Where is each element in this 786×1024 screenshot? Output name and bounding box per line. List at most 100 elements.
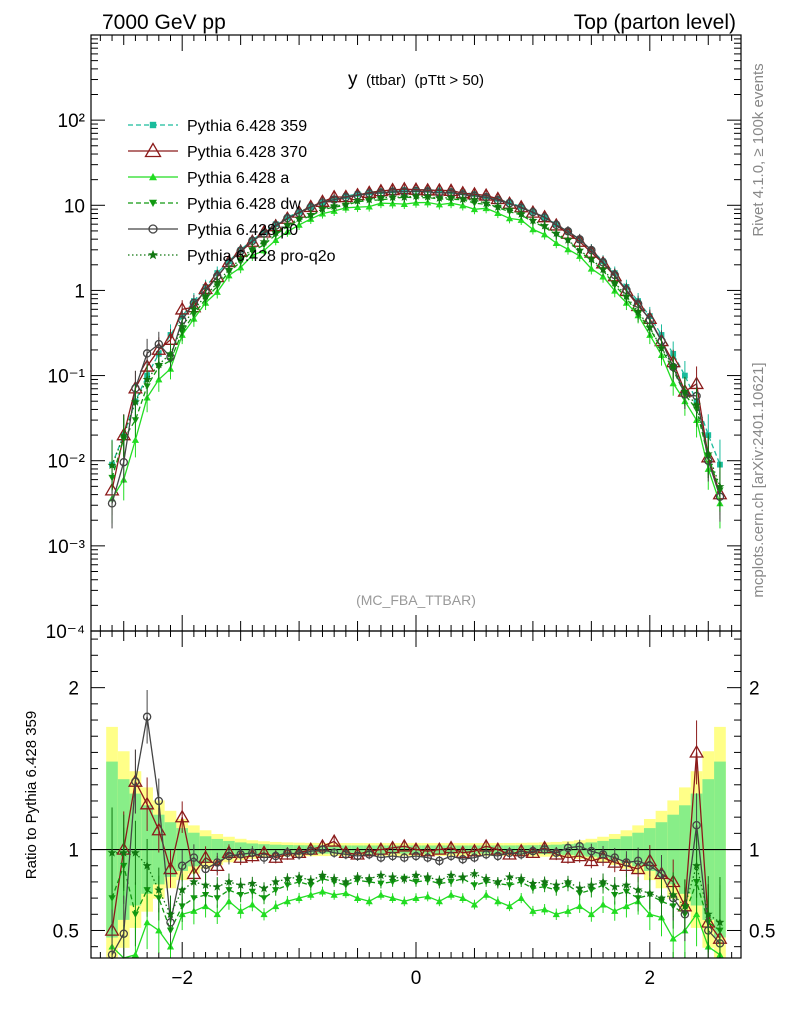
ratio-point bbox=[611, 907, 619, 914]
data-point bbox=[528, 215, 538, 225]
legend-marker bbox=[148, 224, 158, 234]
data-point bbox=[283, 220, 292, 229]
data-point bbox=[365, 202, 373, 210]
ratio-point bbox=[529, 907, 537, 914]
ratio-point bbox=[689, 744, 705, 758]
ratio-point bbox=[376, 853, 386, 862]
ratio-point bbox=[412, 879, 420, 886]
ratio-point bbox=[329, 874, 339, 883]
ratio-point bbox=[154, 796, 164, 806]
ratio-point bbox=[143, 918, 151, 926]
ratio-point bbox=[248, 848, 257, 858]
data-point bbox=[154, 339, 164, 349]
ratio-point bbox=[326, 833, 342, 847]
ratio-point bbox=[237, 907, 245, 914]
ratio-point bbox=[715, 917, 725, 927]
legend-item: Pythia 6.428 a bbox=[128, 170, 289, 187]
analysis-label: (MC_FBA_TTBAR) bbox=[356, 592, 476, 608]
ratio-point bbox=[622, 880, 631, 889]
ratio-point bbox=[248, 900, 256, 908]
data-point bbox=[423, 192, 433, 201]
ratio-point bbox=[225, 887, 233, 894]
data-point bbox=[564, 245, 572, 253]
ratio-point bbox=[435, 856, 444, 866]
ratio-point bbox=[353, 894, 362, 901]
ratio-point bbox=[583, 853, 599, 867]
ratio-point bbox=[259, 853, 269, 862]
data-point bbox=[633, 307, 643, 316]
ratio-point bbox=[119, 848, 129, 857]
ratio-point bbox=[400, 897, 408, 905]
data-point bbox=[540, 230, 549, 238]
data-point bbox=[411, 191, 421, 200]
data-point bbox=[142, 374, 152, 384]
ratio-point bbox=[189, 853, 199, 862]
ratio-point bbox=[166, 909, 175, 919]
header-left: 7000 GeV pp bbox=[102, 11, 226, 34]
ratio-point bbox=[458, 855, 468, 864]
data-point bbox=[505, 204, 514, 214]
ratio-point bbox=[680, 901, 690, 910]
ratio-point bbox=[540, 905, 549, 913]
data-point bbox=[131, 417, 140, 424]
ratio-point bbox=[563, 843, 573, 853]
x-tick-label: 2 bbox=[645, 968, 656, 989]
data-point bbox=[715, 482, 725, 491]
main-axis-ticks: 10² 10 1 10⁻¹ 10⁻² 10⁻³ 10⁻⁴ bbox=[46, 35, 741, 643]
data-point bbox=[154, 359, 164, 369]
ratio-point bbox=[306, 846, 316, 856]
data-point bbox=[470, 195, 479, 204]
ratio-point bbox=[225, 897, 233, 905]
data-point bbox=[610, 278, 620, 287]
ratio-point bbox=[540, 877, 549, 886]
data-point bbox=[306, 209, 316, 219]
ratio-point bbox=[552, 848, 561, 858]
ratio-point bbox=[481, 850, 491, 859]
ratio-line-pythia-6-428-dw bbox=[111, 863, 721, 933]
ratio-point bbox=[271, 877, 281, 886]
legend: Pythia 6.428 359 Pythia 6.428 370 Pythia 6… bbox=[128, 118, 336, 265]
ratio-point bbox=[587, 910, 595, 918]
series-line-pythia-6-428-dw bbox=[111, 196, 721, 491]
main-y-tick-label: 1 bbox=[74, 281, 85, 302]
ratio-point bbox=[493, 877, 503, 886]
ratio-point bbox=[505, 902, 514, 910]
legend-label: Pythia 6.428 370 bbox=[187, 144, 307, 161]
plot-title-sub: (ttbar) bbox=[366, 72, 406, 89]
data-point bbox=[669, 379, 677, 387]
legend-item: Pythia 6.428 359 bbox=[128, 118, 307, 135]
legend-marker bbox=[144, 142, 162, 158]
data-point bbox=[692, 400, 701, 409]
data-point bbox=[142, 349, 152, 358]
data-point bbox=[119, 431, 129, 440]
ratio-point bbox=[294, 872, 304, 881]
data-point bbox=[131, 436, 140, 443]
ratio-point bbox=[528, 878, 538, 888]
ratio-point bbox=[563, 877, 573, 886]
ratio-point bbox=[599, 900, 607, 908]
ratio-series bbox=[104, 690, 728, 960]
ratio-point bbox=[177, 861, 187, 870]
data-point bbox=[505, 214, 514, 222]
data-point bbox=[166, 349, 175, 358]
legend-label: Pythia 6.428 a bbox=[187, 170, 289, 187]
ratio-point bbox=[364, 874, 374, 883]
ratio-point bbox=[174, 809, 190, 823]
ratio-point bbox=[131, 777, 140, 786]
ratio-point bbox=[400, 853, 409, 862]
ratio-point bbox=[399, 874, 409, 883]
data-point bbox=[107, 499, 117, 508]
ratio-point bbox=[598, 877, 608, 886]
ratio-point bbox=[493, 851, 503, 861]
data-point bbox=[236, 254, 246, 263]
ratio-point bbox=[528, 846, 538, 856]
ratio-point bbox=[224, 851, 234, 861]
ratio-point bbox=[516, 874, 526, 883]
ratio-point bbox=[213, 895, 221, 902]
ratio-point bbox=[389, 879, 397, 886]
data-point bbox=[329, 201, 339, 210]
ratio-point bbox=[212, 882, 222, 891]
ratio-point bbox=[189, 877, 199, 886]
ratio-point bbox=[388, 872, 398, 881]
